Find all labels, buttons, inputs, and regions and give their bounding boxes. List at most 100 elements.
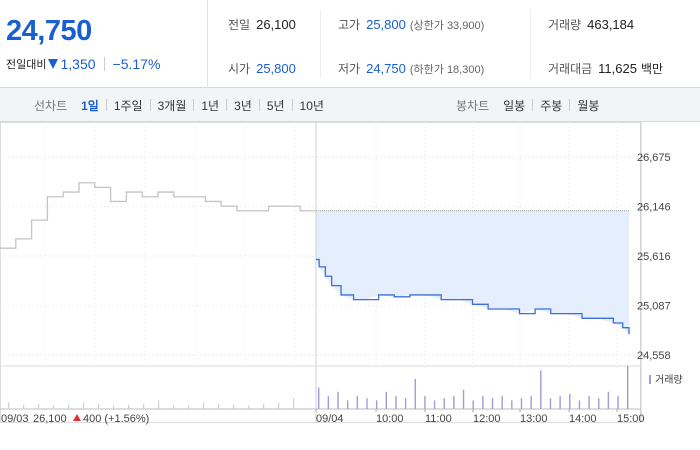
stat-sub: (상한가 33,900) (409, 20, 485, 32)
volume-bar (424, 396, 426, 409)
stat-open: 시가 25,800 (228, 60, 296, 77)
volume-bar (549, 398, 552, 409)
volume-bar (158, 400, 160, 409)
stat-low: 저가 24,750 (하한가 18,300) (338, 60, 484, 77)
x-tick-label: 09/04 (316, 413, 344, 425)
stat-prev-close: 전일 26,100 (228, 16, 296, 33)
candle-chart-tabs: 봉차트 일봉 주봉 월봉 (456, 88, 603, 122)
volume-bar (540, 370, 542, 409)
y-tick-label: 26,675 (637, 152, 671, 164)
stat-label: 거래대금 (548, 62, 593, 76)
stat-trade-value: 거래대금 11,625 백만 (548, 60, 663, 77)
volume-bar (482, 396, 484, 409)
volume-bar (462, 389, 465, 409)
volume-bar (346, 400, 349, 409)
volume-bar (38, 403, 40, 409)
stat-value: 24,750 (366, 61, 406, 76)
volume-bar (188, 405, 190, 409)
tab-line-2[interactable]: 3개월 (157, 98, 187, 113)
volume-bar (511, 400, 513, 409)
volume-bar (375, 400, 378, 409)
change-divider (103, 57, 105, 71)
tab-divider (226, 99, 228, 111)
price-chart: 26,675 26,146 25,616 25,087 24,558 거래량 09/03 26… (0, 122, 700, 450)
tab-divider (193, 99, 195, 111)
volume-bar (278, 402, 280, 409)
x-tick-label: 12:00 (473, 413, 501, 425)
tab-line-3[interactable]: 1년 (201, 98, 220, 113)
x-tick-label: 15:00 (617, 413, 645, 425)
y-tick-label: 25,616 (637, 251, 671, 263)
stat-label: 고가 (338, 18, 361, 32)
x-tick-label: 13:00 (520, 413, 548, 425)
volume-bar (113, 405, 115, 409)
volume-bar (337, 391, 339, 409)
volume-bar (627, 366, 629, 409)
volume-bar (607, 391, 610, 409)
tab-candle-2[interactable]: 월봉 (577, 98, 600, 113)
stat-value: 25,800 (366, 17, 406, 32)
volume-bar (248, 405, 250, 409)
volume-bar (356, 396, 359, 409)
stat-volume: 거래량 463,184 (548, 16, 634, 33)
y-tick-label: 24,558 (637, 350, 671, 362)
volume-bar (327, 396, 330, 409)
volume-bar (578, 400, 581, 409)
volume-bar (218, 403, 220, 409)
stat-sub: (하한가 18,300) (409, 64, 485, 76)
stat-label: 거래량 (548, 18, 582, 32)
tab-divider (569, 99, 571, 111)
volume-bar (453, 396, 455, 409)
today-area-fill (316, 210, 629, 335)
volume-bar (143, 403, 145, 409)
volume-bar (53, 405, 55, 409)
stat-high: 고가 25,800 (상한가 33,900) (338, 16, 484, 33)
line-chart-title: 선차트 (34, 98, 68, 113)
tab-divider (532, 99, 534, 111)
stat-unit: 백만 (640, 62, 664, 76)
volume-bar (385, 391, 387, 409)
volume-legend-swatch (649, 375, 651, 384)
change-amount: 1,350 (60, 56, 96, 72)
volume-bar (520, 398, 523, 409)
change-label: 전일대비 (6, 59, 47, 71)
tab-line-6[interactable]: 10년 (299, 98, 324, 113)
stat-label: 저가 (338, 62, 361, 76)
stat-grid: 전일 26,100 시가 25,800 고가 25,800 (상한가 33,90… (208, 0, 700, 88)
prev-change-label: 400 (+1.56%) (83, 413, 149, 425)
volume-bar (491, 398, 494, 409)
series-line-09-04 (316, 258, 630, 335)
tab-candle-0[interactable]: 일봉 (503, 98, 526, 113)
tab-line-5[interactable]: 5년 (266, 98, 285, 113)
stat-divider (320, 10, 321, 78)
volume-bar (472, 400, 474, 409)
price-box: 24,750 전일대비 1,350 −5.17% (0, 0, 208, 88)
volume-bar (501, 396, 503, 409)
tab-candle-1[interactable]: 주봉 (540, 98, 563, 113)
stat-value: 26,100 (256, 17, 296, 32)
volume-bar (414, 378, 416, 409)
tab-divider (149, 99, 151, 111)
volume-bar (617, 396, 619, 409)
y-tick-label: 26,146 (637, 202, 671, 214)
tab-line-4[interactable]: 3년 (234, 98, 252, 113)
stat-value: 11,625 (598, 61, 637, 76)
tab-line-0[interactable]: 1일 (81, 98, 99, 113)
volume-bar (98, 403, 100, 409)
volume-bar (83, 402, 85, 409)
volume-bar (128, 404, 130, 409)
stat-divider (530, 10, 531, 78)
series-line-09-03 (0, 182, 316, 249)
volume-bar (569, 393, 571, 409)
volume-bar (23, 404, 25, 409)
current-price: 24,750 (6, 15, 92, 47)
volume-bar (559, 396, 561, 409)
tab-line-1[interactable]: 1주일 (113, 98, 143, 113)
x-tick-label: 10:00 (376, 413, 404, 425)
volume-bar (233, 404, 235, 409)
x-tick-label: 14:00 (569, 413, 597, 425)
volume-bar (433, 400, 436, 409)
volume-bar (68, 404, 70, 409)
down-triangle-icon (48, 59, 59, 69)
line-chart-tabs: 선차트 1일 1주일 3개월 1년 3년 5년 10년 (34, 88, 328, 122)
